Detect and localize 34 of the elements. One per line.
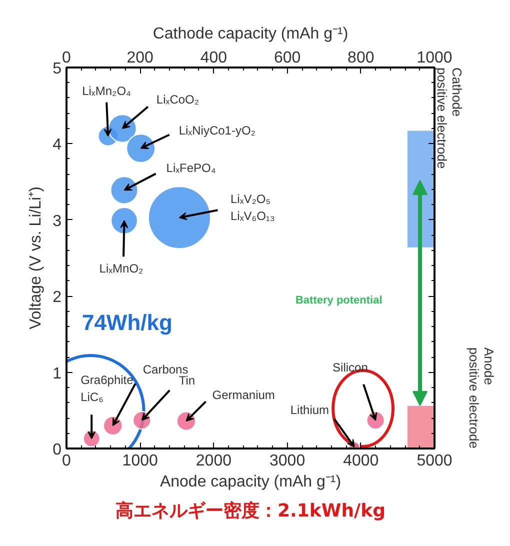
text: Cathode positive electrode bbox=[434, 68, 464, 169]
data-label: Silicon bbox=[332, 360, 368, 374]
annotation: 74Wh/kg bbox=[82, 310, 172, 335]
data-label: LiₓV₂O₅ LiₓV₆O₁₃ bbox=[230, 192, 275, 224]
x2-tick-label: 400 bbox=[200, 50, 228, 66]
y-tick-label: 0 bbox=[52, 442, 62, 458]
data-label: LiₓFePO₄ bbox=[166, 161, 216, 176]
x-axis-title: Anode capacity (mAh g⁻¹) bbox=[160, 474, 342, 490]
annotation: Battery potential bbox=[295, 294, 382, 306]
y-tick-label: 5 bbox=[52, 60, 62, 78]
data-label: LiₓMnO₂ bbox=[99, 262, 144, 276]
x-tick-label: 2000 bbox=[196, 452, 232, 470]
x-tick-label: 3000 bbox=[270, 452, 306, 470]
data-label: LiₓMn₂O₄ bbox=[82, 84, 132, 98]
x2-tick-label: 800 bbox=[348, 50, 374, 66]
x-tick-label: 1000 bbox=[122, 452, 158, 470]
y-tick-label: 2 bbox=[52, 289, 62, 306]
x2-tick-label: 200 bbox=[126, 50, 154, 66]
y-tick-label: 3 bbox=[52, 212, 62, 230]
x2-axis-title: Cathode capacity (mAh g⁻¹) bbox=[152, 26, 348, 42]
data-label: Lithium bbox=[290, 402, 330, 417]
y-tick-label: 1 bbox=[52, 365, 62, 382]
x-tick-label: 5000 bbox=[416, 452, 452, 470]
data-label: Gra6phite LiC₆ bbox=[80, 373, 134, 404]
data-label: LiₓNiyCo1-yO₂ bbox=[178, 123, 256, 138]
y-axis-title: Voltage (V vs. Li/Li⁺) bbox=[28, 186, 45, 330]
x-tick-label: 4000 bbox=[343, 452, 379, 470]
data-label: Germanium bbox=[212, 388, 275, 402]
x2-tick-label: 600 bbox=[274, 50, 301, 66]
text: 高エネルギー密度：2.1kWh/kg bbox=[116, 500, 386, 522]
x2-tick-label: 1000 bbox=[416, 50, 452, 66]
text: Anode positive electrode bbox=[466, 347, 496, 449]
data-label: LiₓCoO₂ bbox=[156, 92, 200, 106]
y-tick-label: 4 bbox=[52, 136, 62, 154]
